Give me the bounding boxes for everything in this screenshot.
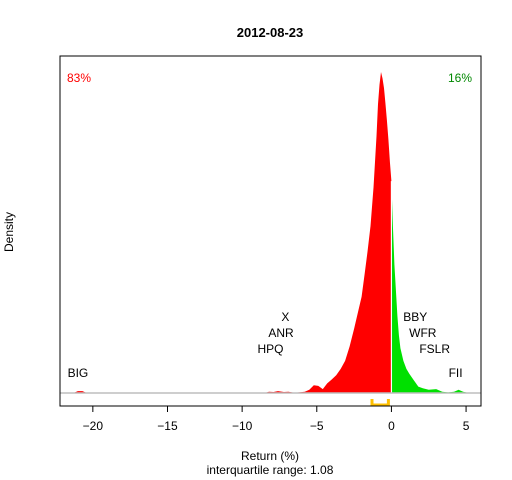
annotation-x: X — [281, 310, 289, 324]
annotation-fii: FII — [449, 366, 463, 380]
ticker-annotations: BIG X ANR HPQ BBY WFR FSLR FII — [68, 310, 463, 380]
x-tick-label: −5 — [310, 419, 324, 433]
iqr-bracket — [370, 399, 390, 407]
chart-title: 2012-08-23 — [237, 25, 304, 40]
x-axis-subtitle: interquartile range: 1.08 — [207, 463, 334, 477]
x-tick-label: −15 — [157, 419, 178, 433]
x-axis-label: Return (%) — [241, 449, 299, 463]
positive-density-area — [391, 181, 470, 393]
x-tick-label: −10 — [232, 419, 253, 433]
annotation-anr: ANR — [268, 326, 294, 340]
density-areas — [73, 72, 470, 393]
x-tick-label: 0 — [388, 419, 395, 433]
x-tick-label: 5 — [463, 419, 470, 433]
plot-frame — [59, 55, 482, 407]
annotation-hpq: HPQ — [257, 342, 283, 356]
positive-share-label: 16% — [448, 71, 472, 85]
annotation-big: BIG — [68, 366, 89, 380]
annotation-bby: BBY — [403, 310, 427, 324]
x-tick-label: −20 — [83, 419, 104, 433]
negative-share-label: 83% — [67, 71, 91, 85]
y-axis-label: Density — [2, 212, 16, 252]
negative-density-area — [73, 72, 392, 393]
x-axis-ticks: −20 −15 −10 −5 0 5 — [83, 406, 470, 433]
annotation-fslr: FSLR — [419, 342, 450, 356]
annotation-wfr: WFR — [409, 326, 437, 340]
